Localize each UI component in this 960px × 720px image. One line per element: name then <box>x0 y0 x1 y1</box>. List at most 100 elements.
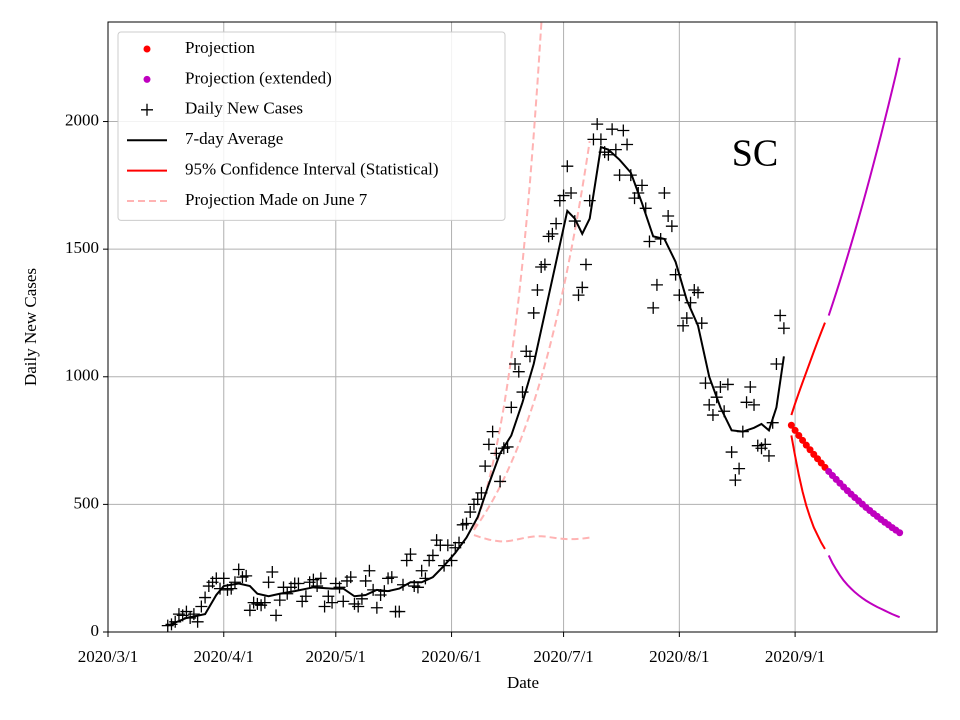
legend-marker <box>143 45 151 53</box>
case-marker <box>393 605 406 618</box>
case-marker <box>266 566 279 579</box>
case-marker <box>572 289 585 302</box>
case-marker <box>658 187 671 200</box>
case-marker <box>471 493 484 506</box>
x-tick-label: 2020/7/1 <box>533 647 593 666</box>
case-marker <box>482 438 495 451</box>
case-marker <box>523 350 536 363</box>
case-marker <box>621 138 634 151</box>
legend-marker <box>141 103 153 116</box>
case-marker <box>232 563 245 576</box>
annotation: SC <box>732 133 778 175</box>
case-marker <box>318 600 331 613</box>
june7-projection-line <box>473 141 591 531</box>
case-marker <box>744 380 757 393</box>
case-marker <box>243 604 256 617</box>
case-marker <box>568 215 581 228</box>
case-marker <box>258 596 271 609</box>
case-marker <box>240 569 253 582</box>
case-marker <box>359 574 372 587</box>
case-marker <box>647 301 660 314</box>
case-marker <box>565 187 578 200</box>
case-marker <box>677 319 690 332</box>
case-marker <box>774 309 787 322</box>
plot-area <box>161 22 904 632</box>
legend-marker <box>143 75 151 83</box>
x-tick-label: 2020/5/1 <box>306 647 366 666</box>
interval-upper <box>790 322 826 416</box>
case-marker <box>777 322 790 335</box>
case-marker <box>729 474 742 487</box>
case-marker <box>740 396 753 409</box>
y-tick-label: 0 <box>91 621 100 640</box>
axes-frame <box>107 21 938 633</box>
case-marker <box>617 124 630 137</box>
case-marker <box>180 605 193 618</box>
case-marker <box>692 286 705 299</box>
case-marker <box>411 581 424 594</box>
case-marker <box>326 596 339 609</box>
case-marker <box>385 571 398 584</box>
y-tick-label: 1000 <box>65 366 99 385</box>
case-marker <box>643 235 656 248</box>
case-marker <box>337 595 350 608</box>
x-tick-label: 2020/4/1 <box>194 647 254 666</box>
case-marker <box>759 438 772 451</box>
case-marker <box>228 576 241 589</box>
case-marker <box>531 283 544 296</box>
case-marker <box>426 549 439 562</box>
x-tick-label: 2020/3/1 <box>78 647 138 666</box>
case-marker <box>635 179 648 192</box>
projection-dot <box>791 426 799 434</box>
case-marker <box>538 258 551 271</box>
case-marker <box>404 548 417 561</box>
case-marker <box>486 425 499 438</box>
projection-dot <box>896 529 904 537</box>
case-marker <box>307 573 320 586</box>
june7-projection-line <box>473 534 590 543</box>
interval-lower <box>790 435 826 550</box>
case-marker <box>464 506 477 519</box>
case-marker <box>546 227 559 240</box>
legend-label: 7-day Average <box>185 129 283 148</box>
case-marker <box>733 462 746 475</box>
legend-label: 95% Confidence Interval (Statistical) <box>185 160 439 179</box>
case-marker <box>322 590 335 603</box>
projection-dot <box>787 421 795 429</box>
case-marker <box>706 409 719 422</box>
case-marker <box>191 615 204 628</box>
legend: Projection Projection (extended) Daily New… <box>117 31 506 221</box>
y-axis-label: Daily New Cases <box>21 268 40 386</box>
case-marker <box>441 539 454 552</box>
case-marker <box>299 590 312 603</box>
y-tick-label: 2000 <box>65 110 99 129</box>
case-marker <box>311 580 324 593</box>
interval-lower <box>827 554 901 619</box>
case-marker <box>187 608 200 621</box>
case-marker <box>609 143 622 156</box>
case-marker <box>527 306 540 319</box>
case-marker <box>479 460 492 473</box>
case-marker <box>703 398 716 411</box>
case-marker <box>292 577 305 590</box>
legend-label: Projection Made on June 7 <box>185 190 368 209</box>
x-axis-label: Date <box>507 673 539 692</box>
case-marker <box>762 449 775 462</box>
case-marker <box>650 278 663 291</box>
case-marker <box>721 378 734 391</box>
case-marker <box>770 358 783 371</box>
case-marker <box>662 209 675 222</box>
case-marker <box>195 600 208 613</box>
case-marker <box>505 401 518 414</box>
case-marker <box>217 572 230 585</box>
y-tick-label: 500 <box>74 493 100 512</box>
average-line <box>167 145 785 627</box>
case-marker <box>273 594 286 607</box>
interval-upper <box>827 57 901 316</box>
projection-dot <box>795 431 803 439</box>
case-marker <box>550 217 563 230</box>
case-marker <box>344 571 357 584</box>
case-marker <box>270 609 283 622</box>
